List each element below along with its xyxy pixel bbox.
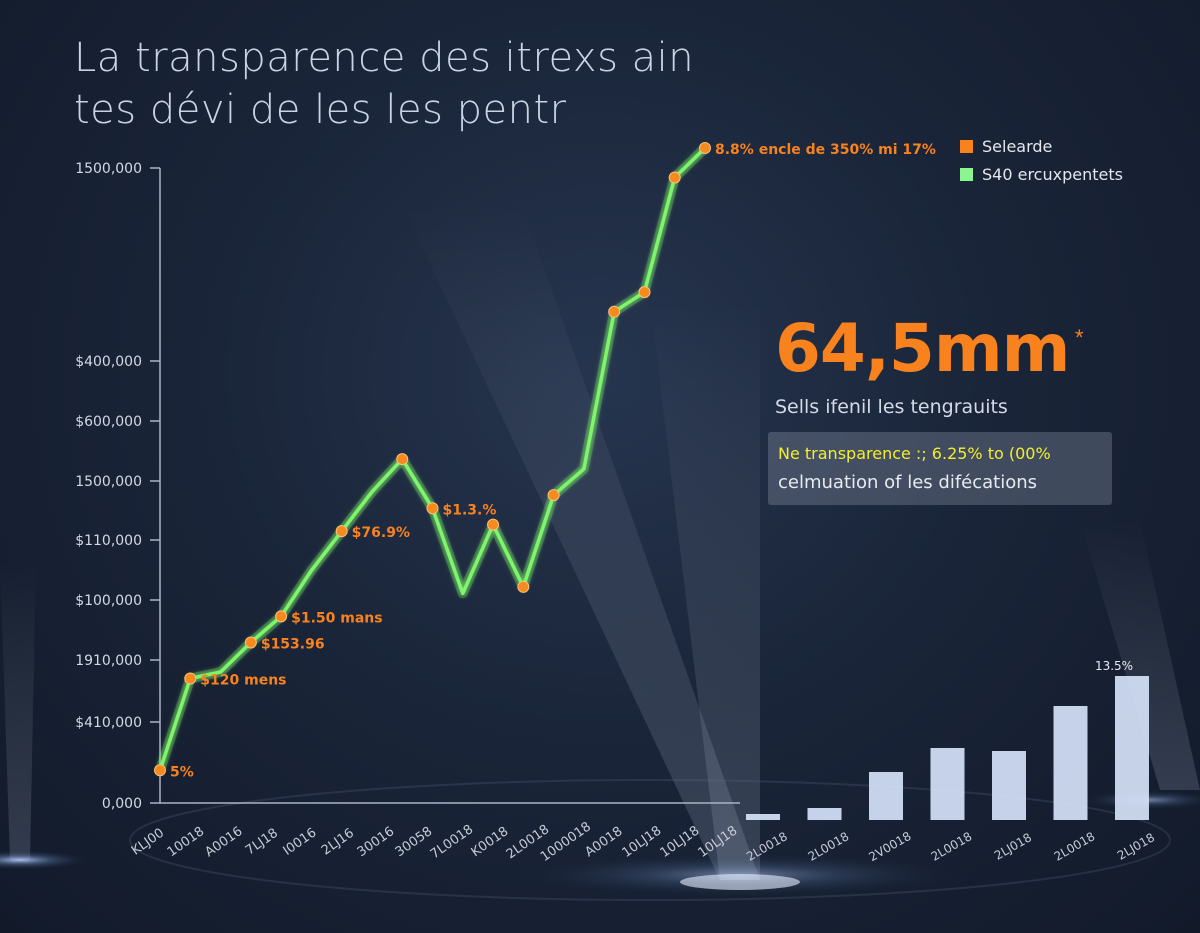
data-point-marker <box>547 489 560 502</box>
data-point-marker <box>487 518 500 531</box>
bar <box>746 814 780 820</box>
highlight-value: 64,5mm <box>775 310 1070 387</box>
bar-category-label: 2LJ018 <box>1115 830 1157 863</box>
y-tick-label: $400,000 <box>75 354 142 370</box>
legend-item-s40: S40 ercuxpentets <box>960 160 1123 188</box>
x-tick-label: 10018 <box>165 824 207 860</box>
bar-chart: 2L0018 2L0018 2V0018 2L0018 2LJ018 2L0018 2LJ0… <box>744 659 1157 864</box>
note-line-2: celmuation of les difécations <box>778 472 1038 493</box>
y-tick-label: $100,000 <box>75 593 142 609</box>
note-box: Ne transparence :; 6.25% to (00% celmuat… <box>768 432 1112 505</box>
x-tick-label: 30016 <box>355 824 397 860</box>
y-tick-label: 1500,000 <box>75 161 142 177</box>
bar <box>930 748 965 820</box>
data-point-marker <box>184 672 197 685</box>
bar <box>807 808 842 820</box>
x-tick-label: K0018 <box>469 824 512 860</box>
legend-label: S40 ercuxpentets <box>982 164 1123 184</box>
y-tick-label: 1910,000 <box>75 653 142 669</box>
y-tick-label: $110,000 <box>75 533 142 549</box>
x-tick-label: KLJ00 <box>129 826 167 859</box>
x-tick-label: 7L0018 <box>428 822 476 862</box>
data-point-marker <box>396 453 409 466</box>
data-point-marker <box>154 764 166 777</box>
bar-category-label: 2L0018 <box>929 829 975 864</box>
y-tick-label: 0,000 <box>102 796 142 812</box>
highlight-subtitle: Sells ifenil les tengrauits <box>775 396 1008 418</box>
legend-swatch-green <box>960 167 973 181</box>
data-point-marker <box>275 610 288 623</box>
data-point-marker <box>668 171 681 184</box>
x-tick-label: 7LJ18 <box>243 826 281 859</box>
data-point-marker <box>335 525 348 538</box>
data-label: $1.3.% <box>443 502 497 518</box>
title-line-2: tes dévi de les les pentr <box>74 87 567 133</box>
bar <box>1053 706 1088 820</box>
legend-swatch-orange <box>960 139 973 153</box>
note-line-1: Ne transparence :; 6.25% to (00% <box>778 444 1051 463</box>
x-tick-label: A0016 <box>202 824 245 860</box>
chart-title: La transparence des itrexs ain tes dévi … <box>74 32 694 136</box>
data-label: 5% <box>170 764 194 780</box>
bar <box>992 751 1026 820</box>
data-point-marker <box>517 580 530 593</box>
data-point-marker <box>638 286 651 299</box>
legend-item-selearde: Selearde <box>960 132 1123 160</box>
bar-category-label: 2L0018 <box>1052 829 1098 864</box>
x-tick-label: I0016 <box>281 825 320 858</box>
legend: Selearde S40 ercuxpentets <box>960 132 1123 188</box>
data-point-marker <box>699 142 711 154</box>
data-label: $76.9% <box>352 525 410 541</box>
bar-category-label: 2LJ018 <box>992 830 1034 863</box>
data-point-marker <box>426 502 439 515</box>
bar-value-label: 13.5% <box>1095 659 1133 673</box>
star-icon: * <box>1075 325 1084 350</box>
y-tick-label: $410,000 <box>75 715 142 731</box>
x-tick-label: 30058 <box>393 824 435 860</box>
bar <box>869 772 903 820</box>
stage-spotlights <box>0 200 1200 901</box>
legend-label: Selearde <box>982 136 1053 156</box>
title-line-1: La transparence des itrexs ain <box>74 35 695 81</box>
data-label: $1.50 mans <box>291 610 383 626</box>
data-point-marker <box>244 636 257 649</box>
data-label: $153.96 <box>261 637 325 653</box>
bar <box>1115 676 1149 820</box>
data-label: 8.8% encle de 350% mi 17% <box>715 142 936 158</box>
y-tick-label: 1500,000 <box>75 474 142 490</box>
data-label: $120 mens <box>200 673 286 689</box>
y-tick-label: $600,000 <box>75 414 142 430</box>
x-tick-label: 2LJ16 <box>319 826 357 859</box>
data-point-marker <box>608 305 621 318</box>
